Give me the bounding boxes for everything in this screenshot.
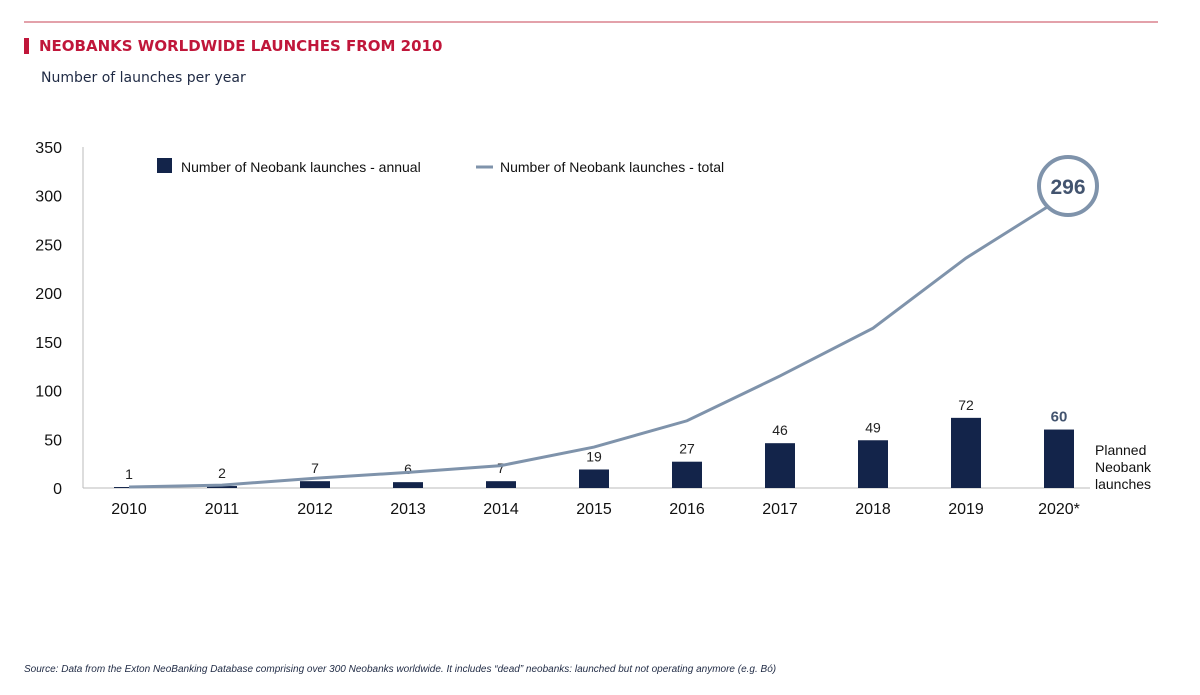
x-tick-label: 2016: [669, 501, 705, 518]
bar-2013: [393, 482, 423, 488]
total-callout-circle: [1037, 155, 1099, 217]
bar-data-label: 19: [586, 448, 602, 464]
x-tick-label: 2019: [948, 501, 984, 518]
x-tick-label: 2013: [390, 501, 426, 518]
y-tick-label: 50: [44, 432, 62, 449]
y-tick-label: 300: [35, 189, 62, 206]
bar-2012: [300, 481, 330, 488]
bar-data-label: 7: [497, 460, 505, 476]
y-tick-label: 200: [35, 286, 62, 303]
chart-title: NEOBANKS WORLDWIDE LAUNCHES FROM 2010: [24, 37, 442, 55]
title-marker: [24, 38, 29, 54]
planned-note: launches: [1095, 476, 1151, 492]
bar-2019: [951, 417, 981, 488]
x-tick-label: 2012: [297, 501, 333, 518]
y-tick-label: 0: [53, 481, 62, 498]
source-note: Source: Data from the Exton NeoBanking D…: [24, 664, 777, 675]
bar-data-label: 6: [404, 461, 412, 477]
x-tick-label: 2015: [576, 501, 612, 518]
bar-2018: [858, 440, 888, 488]
title-text: NEOBANKS WORLDWIDE LAUNCHES FROM 2010: [39, 37, 443, 55]
x-tick-label: 2017: [762, 501, 798, 518]
planned-note: Planned: [1095, 442, 1146, 458]
y-tick-label: 150: [35, 335, 62, 352]
bar-2015: [579, 469, 609, 488]
bar-data-label: 7: [311, 460, 319, 476]
x-tick-label: 2014: [483, 501, 519, 518]
bar-data-label: 46: [772, 422, 788, 438]
bar-data-label: 1: [125, 466, 133, 482]
y-tick-label: 250: [35, 237, 62, 254]
bar-data-label: 60: [1051, 409, 1068, 426]
y-tick-label: 100: [35, 384, 62, 401]
bar-data-label: 2: [218, 465, 226, 481]
bar-2020*: [1044, 429, 1074, 488]
x-tick-label: 2010: [111, 501, 147, 518]
planned-note: Neobank: [1095, 459, 1152, 475]
x-tick-label: 2011: [205, 501, 240, 518]
bar-2014: [486, 481, 516, 488]
top-divider: [24, 21, 1158, 23]
bar-2010: [114, 487, 144, 488]
x-tick-label: 2018: [855, 501, 891, 518]
bar-2016: [672, 461, 702, 488]
bar-2017: [765, 443, 795, 488]
bar-data-label: 72: [958, 397, 974, 413]
total-line: [128, 198, 1060, 489]
bar-data-label: 49: [865, 419, 881, 435]
x-tick-label: 2020*: [1038, 501, 1080, 518]
bar-data-label: 27: [679, 441, 695, 457]
legend-line-label: Number of Neobank launches - total: [500, 159, 724, 175]
legend-bar-label: Number of Neobank launches - annual: [181, 159, 421, 175]
total-callout-label: 296: [1050, 176, 1085, 199]
y-tick-label: 350: [35, 140, 62, 157]
bar-2011: [207, 486, 237, 488]
chart-subtitle: Number of launches per year: [41, 70, 246, 86]
legend-bar-swatch: [157, 158, 172, 173]
